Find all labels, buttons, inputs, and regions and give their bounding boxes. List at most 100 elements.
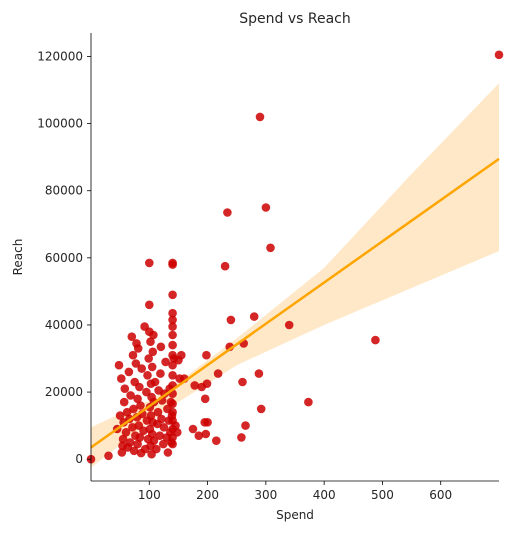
data-points-layer [86, 50, 504, 464]
data-point [223, 208, 232, 217]
x-tick-label: 400 [313, 488, 336, 502]
data-point [148, 347, 158, 357]
data-point [201, 429, 211, 439]
data-point [129, 446, 139, 456]
x-tick-label: 100 [138, 488, 161, 502]
data-point [161, 357, 170, 367]
data-point [135, 433, 145, 442]
x-axis-label: Spend [276, 508, 314, 522]
data-point [144, 354, 153, 363]
data-point [168, 340, 177, 350]
data-point [163, 448, 173, 457]
data-point [135, 382, 144, 392]
data-point [213, 369, 223, 378]
data-point [168, 290, 177, 300]
data-point [202, 379, 212, 389]
data-point [238, 377, 247, 387]
data-point [168, 407, 177, 417]
confidence-band [91, 83, 499, 468]
x-tick-label: 300 [254, 488, 277, 502]
data-point [284, 320, 294, 330]
data-point [147, 429, 157, 439]
data-point [120, 384, 130, 394]
y-tick-label: 0 [75, 452, 83, 466]
data-point [220, 261, 230, 271]
x-tick-label: 600 [429, 488, 452, 502]
x-ticks: 100 200 300 400 500 600 [138, 481, 452, 502]
data-point [131, 359, 141, 368]
data-point [147, 362, 157, 372]
y-ticks: 0 20000 40000 60000 80000 100000 120000 [37, 49, 91, 466]
data-point [150, 377, 160, 387]
data-point [304, 397, 313, 407]
data-point [188, 424, 198, 434]
data-point [171, 421, 180, 430]
data-point [136, 401, 145, 410]
data-point [168, 322, 177, 331]
data-point [168, 330, 177, 340]
data-point [168, 371, 177, 380]
data-point [194, 431, 204, 441]
data-point [129, 404, 138, 414]
data-point [133, 344, 143, 353]
data-point [168, 260, 177, 269]
data-point [121, 428, 131, 437]
data-point [117, 448, 127, 457]
data-point [114, 360, 124, 370]
data-point [159, 423, 169, 432]
data-point [266, 243, 275, 253]
data-point [145, 258, 154, 268]
data-point [200, 394, 210, 404]
data-point [156, 369, 165, 378]
data-point [173, 428, 182, 437]
data-point [153, 407, 163, 417]
data-point [149, 330, 158, 340]
y-tick-label: 20000 [45, 385, 83, 399]
data-point [494, 50, 504, 60]
data-point [125, 438, 135, 447]
y-tick-label: 60000 [45, 251, 83, 265]
y-tick-label: 120000 [37, 49, 83, 63]
data-point [146, 337, 155, 347]
data-point [249, 312, 259, 321]
y-tick-label: 100000 [37, 117, 83, 131]
data-point [152, 444, 161, 454]
data-point [371, 335, 380, 345]
data-point [115, 411, 125, 420]
data-point [156, 342, 166, 352]
confidence-band-layer [91, 83, 499, 468]
data-point [237, 433, 246, 442]
data-point [145, 300, 154, 310]
data-point [168, 360, 177, 370]
data-point [155, 431, 165, 441]
data-point [137, 364, 146, 373]
data-point [168, 439, 177, 449]
data-point [226, 315, 236, 325]
data-point [149, 436, 159, 446]
y-axis-label: Reach [11, 239, 25, 276]
data-point [128, 350, 138, 360]
data-point [157, 414, 166, 424]
regression-line [90, 157, 500, 449]
data-point [256, 404, 266, 414]
data-point [122, 407, 132, 417]
data-point [146, 411, 156, 420]
data-point [261, 203, 271, 212]
data-point [212, 436, 221, 446]
data-point [119, 397, 129, 407]
y-tick-label: 80000 [45, 184, 83, 198]
data-point [104, 451, 113, 461]
data-point [177, 350, 186, 360]
data-point [168, 399, 177, 409]
data-point [143, 371, 152, 380]
data-point [202, 350, 211, 360]
data-point [241, 421, 250, 430]
data-point [254, 369, 264, 378]
data-point [168, 308, 177, 318]
data-point [203, 418, 212, 427]
data-point [117, 374, 126, 383]
data-point [190, 381, 199, 390]
data-point [255, 112, 265, 122]
axes-layer [90, 33, 499, 482]
